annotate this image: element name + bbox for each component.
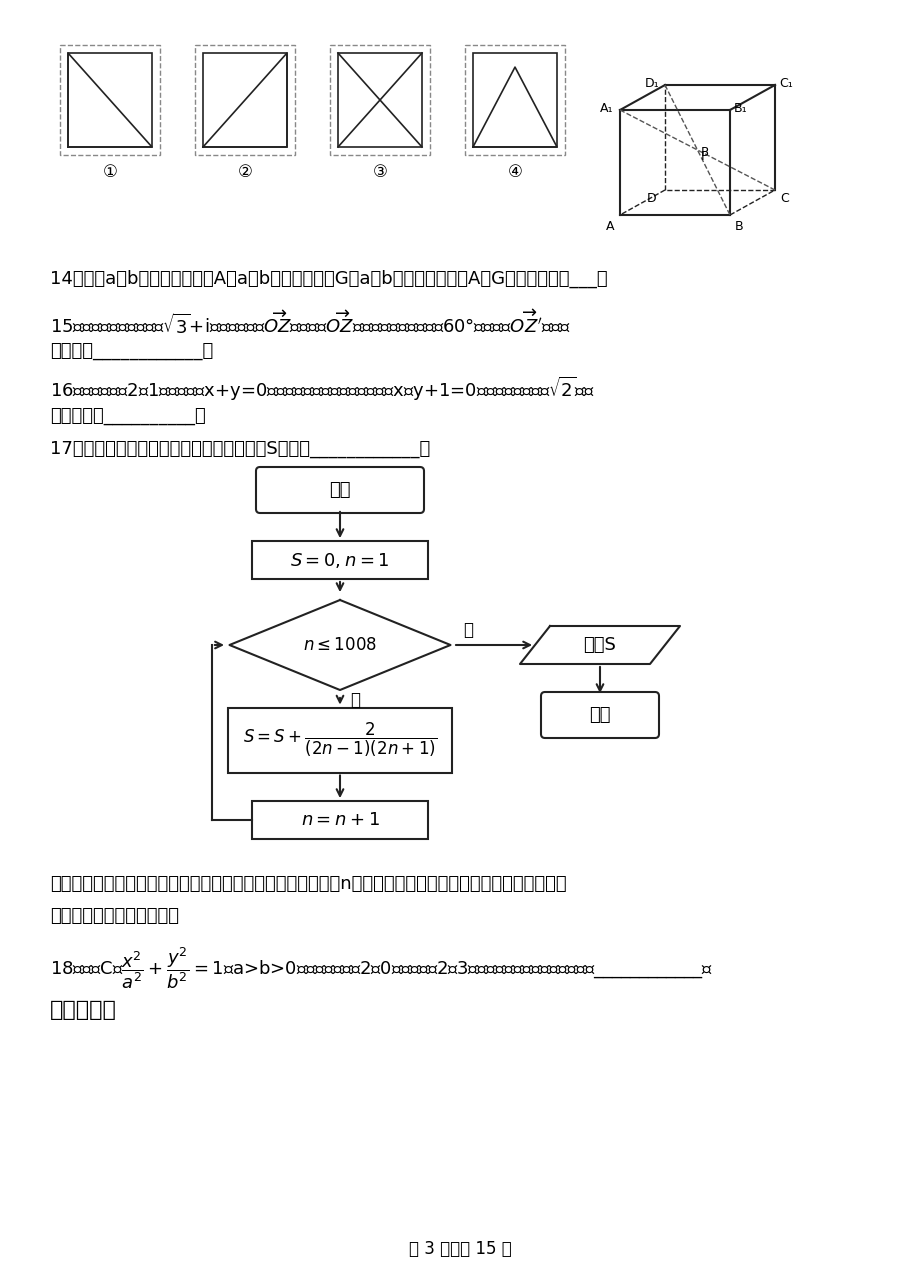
- Text: P: P: [699, 150, 708, 163]
- Text: 14．已知a，b是互异的负数，A是a，b的等差中项，G是a，b的等比中项，则A与G的大小关系为___．: 14．已知a，b是互异的负数，A是a，b的等差中项，G是a，b的等比中项，则A与…: [50, 270, 607, 288]
- Text: C₁: C₁: [778, 76, 792, 90]
- Text: C: C: [779, 192, 788, 205]
- Bar: [252, 541, 427, 579]
- Bar: [472, 53, 556, 146]
- Text: A₁: A₁: [599, 102, 613, 115]
- Text: $S=0,n=1$: $S=0,n=1$: [290, 550, 390, 569]
- Bar: [68, 53, 152, 146]
- Text: B₁: B₁: [733, 102, 747, 115]
- Text: D: D: [646, 192, 656, 205]
- Text: 开始: 开始: [329, 481, 350, 499]
- Text: 否: 否: [463, 621, 473, 639]
- Bar: [60, 45, 160, 155]
- Text: 结束: 结束: [588, 707, 610, 724]
- Text: 输出S: 输出S: [583, 636, 616, 654]
- Text: 第 3 页，共 15 页: 第 3 页，共 15 页: [408, 1240, 511, 1258]
- Text: A: A: [606, 220, 614, 233]
- Text: ④: ④: [507, 163, 522, 181]
- Bar: [195, 45, 295, 155]
- Bar: [330, 45, 429, 155]
- Text: ②: ②: [237, 163, 252, 181]
- Text: 17．阅读如图所示的程序框图，则输出结果S的值为____________．: 17．阅读如图所示的程序框图，则输出结果S的值为____________．: [50, 440, 430, 458]
- Bar: [337, 53, 422, 146]
- Text: 是: 是: [349, 691, 359, 709]
- Text: 15．在复平面内，记复数$\sqrt{3}$+i对应的向量为$\overrightarrow{OZ}$，若向量$\overrightarrow{OZ}$绕坐标原: 15．在复平面内，记复数$\sqrt{3}$+i对应的向量为$\overrigh…: [50, 311, 571, 337]
- FancyBboxPatch shape: [540, 693, 658, 738]
- FancyBboxPatch shape: [255, 467, 424, 513]
- Text: $S=S+\dfrac{2}{(2n-1)(2n+1)}$: $S=S+\dfrac{2}{(2n-1)(2n+1)}$: [243, 721, 437, 759]
- Text: 圆的方程为__________．: 圆的方程为__________．: [50, 407, 206, 425]
- Text: P: P: [699, 146, 708, 159]
- Bar: [464, 45, 564, 155]
- Text: B: B: [734, 220, 743, 233]
- Bar: [228, 708, 451, 773]
- Text: $n=n+1$: $n=n+1$: [301, 811, 379, 829]
- Text: 18．椭圆C：$\dfrac{x^2}{a^2}+\dfrac{y^2}{b^2}=1$（a>b>0）的右焦点为（2，0），且点（2，3）在椭圆上，则椭圆的短轴: 18．椭圆C：$\dfrac{x^2}{a^2}+\dfrac{y^2}{b^2…: [50, 945, 712, 990]
- Text: ①: ①: [102, 163, 118, 181]
- Bar: [252, 801, 427, 839]
- Text: ③: ③: [372, 163, 387, 181]
- Text: 的复数为____________．: 的复数为____________．: [50, 342, 213, 360]
- Text: 【命题意图】本题考查程序框图功能的识别，并且与数列的前n项和相互联系，突出对逻辑判断及基本运算能: 【命题意图】本题考查程序框图功能的识别，并且与数列的前n项和相互联系，突出对逻辑…: [50, 875, 566, 892]
- Text: 16．圆上的点（2，1）关于直线x+y=0的对称点仍在圆上，且圆与直线x－y+1=0相交所得的弦长为$\sqrt{2}$，则: 16．圆上的点（2，1）关于直线x+y=0的对称点仍在圆上，且圆与直线x－y+1…: [50, 376, 595, 404]
- Text: D₁: D₁: [644, 76, 659, 90]
- Text: 三、解答题: 三、解答题: [50, 1001, 117, 1020]
- Text: 力的综合考查，难度中等．: 力的综合考查，难度中等．: [50, 906, 179, 925]
- Text: $n\leq1008$: $n\leq1008$: [302, 636, 377, 654]
- Bar: [203, 53, 287, 146]
